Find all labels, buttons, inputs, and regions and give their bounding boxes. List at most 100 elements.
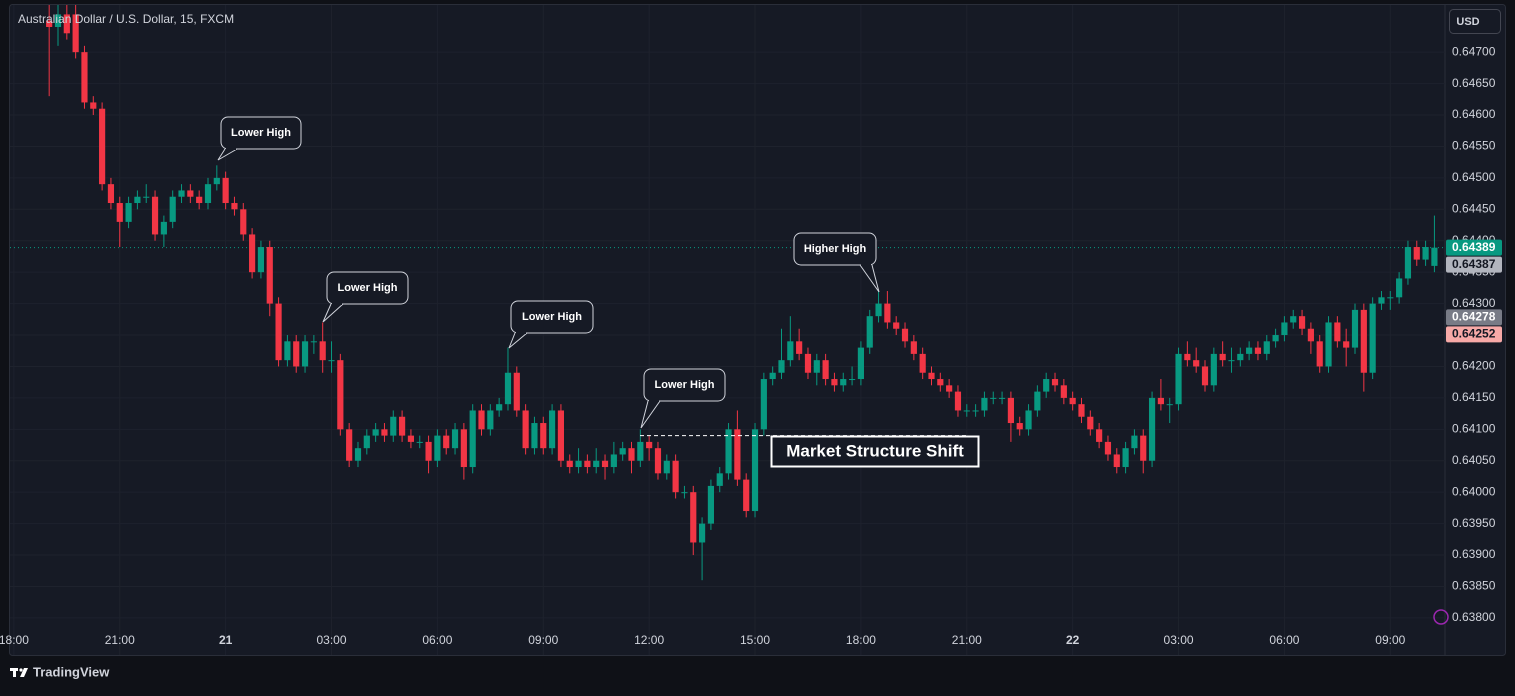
branding: TradingView [33, 664, 110, 679]
x-tick-label: 22 [1066, 633, 1080, 647]
grid [10, 5, 1445, 655]
candle-body [1254, 347, 1262, 354]
callout-tail [322, 303, 344, 323]
candle-body [690, 492, 697, 543]
candle-body [1201, 366, 1209, 386]
candle-body [231, 203, 238, 210]
candle-body [1060, 385, 1067, 398]
x-tick-label: 06:00 [1269, 633, 1299, 647]
x-tick-label: 18:00 [846, 633, 876, 647]
candle-body [1263, 341, 1270, 354]
candle-body [1343, 341, 1350, 348]
candle-body [284, 341, 291, 361]
candle-body [1413, 247, 1420, 260]
candle-body [451, 429, 459, 449]
candle-body [1237, 353, 1244, 361]
candle-body [972, 410, 979, 412]
candle-body [1272, 335, 1279, 342]
candle-body [866, 316, 873, 348]
candle-body [1360, 309, 1367, 373]
candle-body [1298, 316, 1306, 329]
x-tick-label: 15:00 [740, 633, 770, 647]
candle-body [628, 448, 635, 461]
candle-body [919, 353, 926, 373]
candle-body [390, 416, 397, 436]
candle-body [72, 14, 79, 53]
candle-body [663, 460, 670, 474]
candle-body [222, 177, 229, 204]
candle-body [363, 435, 370, 449]
candle-body [1122, 448, 1129, 468]
candle-body [487, 410, 494, 430]
candle-body [1148, 397, 1156, 461]
candle-body [725, 429, 732, 474]
candle-body [884, 303, 891, 323]
candle-body [893, 322, 900, 329]
candle-body [416, 441, 423, 443]
candle-body [1175, 353, 1182, 405]
candle-body [1369, 303, 1376, 373]
logo-shape [19, 668, 23, 672]
candle-body [787, 341, 794, 361]
candle-body [1431, 247, 1438, 266]
callout-box [643, 368, 726, 402]
candle-body [1113, 454, 1120, 468]
y-tick-label: 0.63950 [1452, 516, 1496, 530]
candle-body [549, 410, 556, 449]
candle-body [169, 196, 176, 222]
candle-body [1351, 309, 1359, 348]
candle-body [504, 372, 512, 405]
y-tick-label: 0.64600 [1452, 107, 1496, 121]
candle-body [831, 379, 838, 386]
x-tick-label: 12:00 [634, 633, 664, 647]
candle-body [1069, 397, 1076, 405]
currency-label[interactable]: USD [1456, 16, 1479, 28]
candle-body [566, 460, 573, 468]
callout-label: Lower High [522, 311, 582, 323]
x-tick-label: 09:00 [528, 633, 558, 647]
callout-tail [217, 148, 238, 161]
mss-box [770, 435, 980, 468]
y-tick-label: 0.63800 [1452, 610, 1496, 624]
candle-body [1210, 353, 1217, 386]
candle-body [540, 423, 547, 449]
candle-body [584, 460, 591, 468]
candle-body [160, 221, 167, 235]
candle-body [1422, 247, 1429, 260]
candle-body [716, 473, 723, 486]
callout-box [510, 300, 594, 334]
candle-body [910, 341, 917, 354]
candle-body [575, 460, 582, 468]
y-tick-label: 0.64450 [1452, 201, 1496, 215]
candle-body [1104, 441, 1112, 455]
y-tick-label: 0.64300 [1452, 296, 1496, 310]
candle-body [1404, 247, 1412, 279]
x-tick-label: 18:00 [0, 633, 29, 647]
x-tick-label: 03:00 [317, 633, 347, 647]
candle-body [425, 441, 432, 461]
callout-label: Lower High [338, 282, 398, 294]
candle-body [1307, 328, 1314, 342]
candle-body [1043, 379, 1050, 392]
candle-body [1387, 297, 1394, 299]
candle-body [143, 196, 150, 198]
candle-body [848, 379, 856, 381]
currency-button[interactable] [1449, 9, 1501, 34]
x-tick-label: 21 [219, 633, 233, 647]
candle-body [619, 448, 626, 455]
candle-body [187, 190, 194, 197]
candle-body [946, 385, 953, 392]
candle-body [840, 379, 847, 386]
candle-body [954, 391, 962, 411]
candle-body [204, 184, 212, 204]
candle-body [1396, 278, 1403, 298]
logo-shape [20, 668, 28, 677]
callout-label: Higher High [804, 243, 867, 255]
candle-body [804, 353, 812, 373]
chart-title: Australian Dollar / U.S. Dollar, 15, FXC… [18, 12, 234, 26]
candle-body [301, 341, 309, 367]
indicator-icon[interactable] [1433, 609, 1449, 625]
candle-body [751, 429, 759, 512]
